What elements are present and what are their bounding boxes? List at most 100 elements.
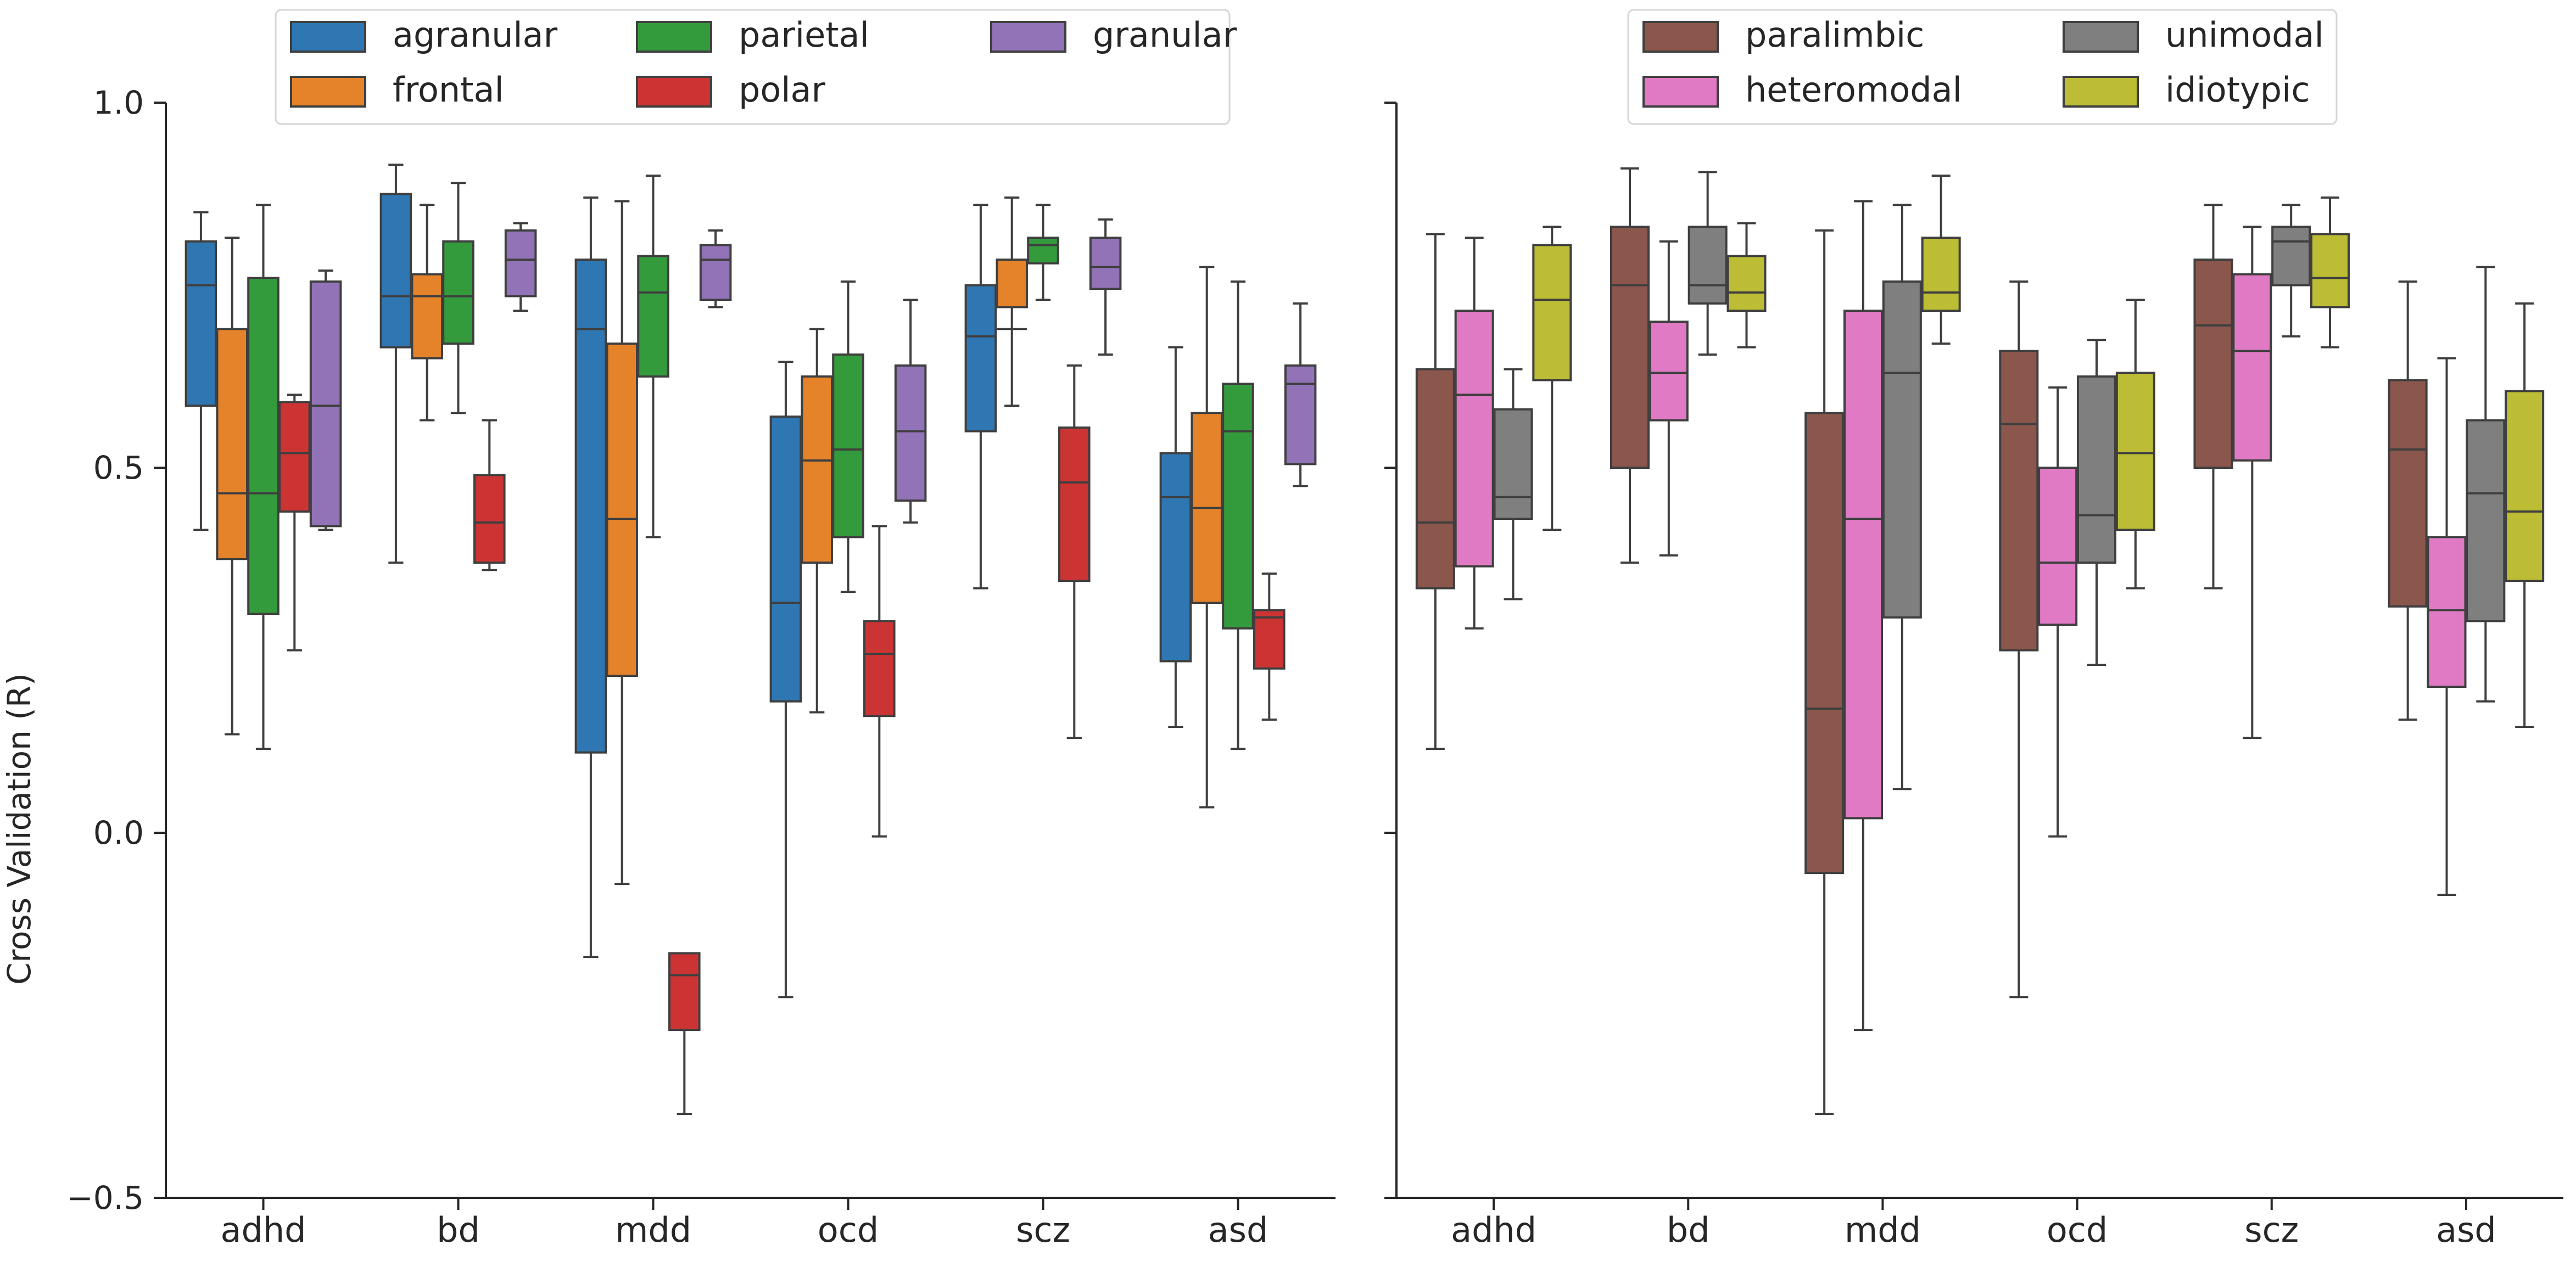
box-frontal-asd: [1191, 266, 1223, 809]
box-body: [2505, 390, 2545, 582]
box-body: [801, 375, 833, 564]
box-body: [832, 353, 864, 539]
legend-item-heteromodal: heteromodal: [1642, 70, 1962, 110]
x-tick-label: bd: [437, 1210, 480, 1250]
x-tick-label: mdd: [615, 1210, 691, 1250]
box-granular-mdd: [699, 229, 732, 309]
legend-item-granular: granular: [990, 15, 1237, 55]
legend-item-frontal: frontal: [290, 70, 504, 110]
box-body: [1532, 244, 1572, 382]
box-body: [964, 284, 997, 433]
box-body: [2466, 419, 2506, 623]
legend-swatch: [990, 21, 1066, 53]
box-heteromodal-asd: [2427, 357, 2467, 896]
box-paralimbic-bd: [1610, 167, 1650, 564]
box-body: [1649, 321, 1689, 422]
box-paralimbic-mdd: [1804, 229, 1845, 1115]
box-agranular-ocd: [769, 361, 802, 999]
box-paralimbic-ocd: [1999, 280, 2039, 999]
legend-swatch: [1642, 21, 1719, 53]
box-unimodal-asd: [2466, 266, 2506, 703]
legend: paralimbic heteromodal unimodal idiotypic: [1627, 9, 2338, 125]
box-body: [411, 273, 443, 360]
box-body: [442, 240, 474, 345]
y-axis-label: Cross Validation (R): [1, 673, 38, 985]
box-body: [1253, 609, 1286, 670]
legend-swatch: [636, 76, 712, 108]
y-tick-label: −0.5: [66, 1179, 144, 1216]
box-paralimbic-adhd: [1415, 233, 1455, 750]
x-tick-label: mdd: [1845, 1210, 1921, 1250]
box-unimodal-ocd: [2077, 339, 2116, 666]
box-body: [1843, 310, 1883, 820]
legend-swatch: [290, 21, 366, 53]
box-body: [2038, 467, 2078, 626]
box-body: [1726, 255, 1767, 312]
box-body: [606, 342, 638, 677]
legend-item-polar: polar: [636, 70, 826, 110]
box-body: [278, 401, 311, 513]
box-frontal-bd: [411, 204, 443, 422]
legend-frame: [1627, 9, 2338, 125]
x-tick-label: ocd: [818, 1210, 879, 1250]
box-agranular-mdd: [574, 196, 607, 958]
box-polar-scz: [1058, 364, 1091, 739]
box-heteromodal-bd: [1649, 240, 1689, 557]
box-body: [1999, 350, 2039, 652]
legend-item-agranular: agranular: [290, 15, 558, 55]
box-body: [863, 620, 896, 717]
box-body: [1222, 383, 1254, 630]
box-parietal-adhd: [247, 204, 280, 750]
box-body: [1027, 237, 1059, 265]
box-body: [996, 258, 1028, 309]
box-body: [1058, 426, 1091, 582]
box-idiotypic-adhd: [1532, 226, 1572, 531]
legend-swatch: [2063, 76, 2139, 108]
x-tick-label: ocd: [2047, 1210, 2108, 1250]
legend-item-parietal: parietal: [636, 15, 869, 55]
legend-label: polar: [739, 70, 826, 110]
box-body: [185, 240, 217, 407]
box-body: [894, 364, 927, 502]
box-heteromodal-adhd: [1454, 237, 1494, 630]
box-body: [2427, 536, 2467, 688]
legend-item-paralimbic: paralimbic: [1642, 15, 1924, 55]
y-tick-label: 1.0: [93, 84, 144, 121]
legend-swatch: [2063, 21, 2139, 53]
box-unimodal-bd: [1687, 171, 1728, 356]
box-agranular-asd: [1159, 346, 1192, 728]
box-polar-asd: [1253, 572, 1286, 721]
box-agranular-scz: [964, 204, 997, 590]
box-heteromodal-ocd: [2038, 386, 2078, 838]
box-parietal-mdd: [637, 175, 669, 539]
box-body: [574, 258, 607, 754]
box-idiotypic-ocd: [2115, 299, 2155, 590]
legend-label: frontal: [393, 70, 504, 110]
legend-swatch: [290, 76, 366, 108]
x-tick-label: adhd: [1451, 1210, 1536, 1250]
box-body: [2077, 375, 2116, 564]
legend-label: paralimbic: [1745, 15, 1924, 55]
y-tick-label: 0.0: [93, 814, 144, 851]
box-heteromodal-scz: [2232, 226, 2272, 739]
box-body: [1415, 368, 1455, 590]
box-agranular-adhd: [185, 211, 217, 531]
legend-label: idiotypic: [2165, 70, 2310, 110]
legend-swatch: [636, 21, 712, 53]
legend-label: granular: [1093, 15, 1237, 55]
box-granular-bd: [504, 222, 537, 312]
box-body: [2310, 233, 2350, 309]
x-tick-label: scz: [2244, 1210, 2299, 1250]
box-body: [668, 952, 701, 1031]
x-tick-label: asd: [2436, 1210, 2496, 1250]
box-polar-adhd: [278, 394, 311, 652]
legend-item-unimodal: unimodal: [2063, 15, 2324, 55]
box-parietal-ocd: [832, 280, 864, 593]
box-body: [1804, 412, 1845, 874]
y-tick-label: 0.5: [93, 449, 144, 486]
box-frontal-adhd: [216, 237, 248, 736]
box-idiotypic-bd: [1726, 222, 1767, 349]
box-body: [1921, 237, 1961, 312]
box-body: [1454, 310, 1494, 568]
box-frontal-mdd: [606, 200, 638, 885]
